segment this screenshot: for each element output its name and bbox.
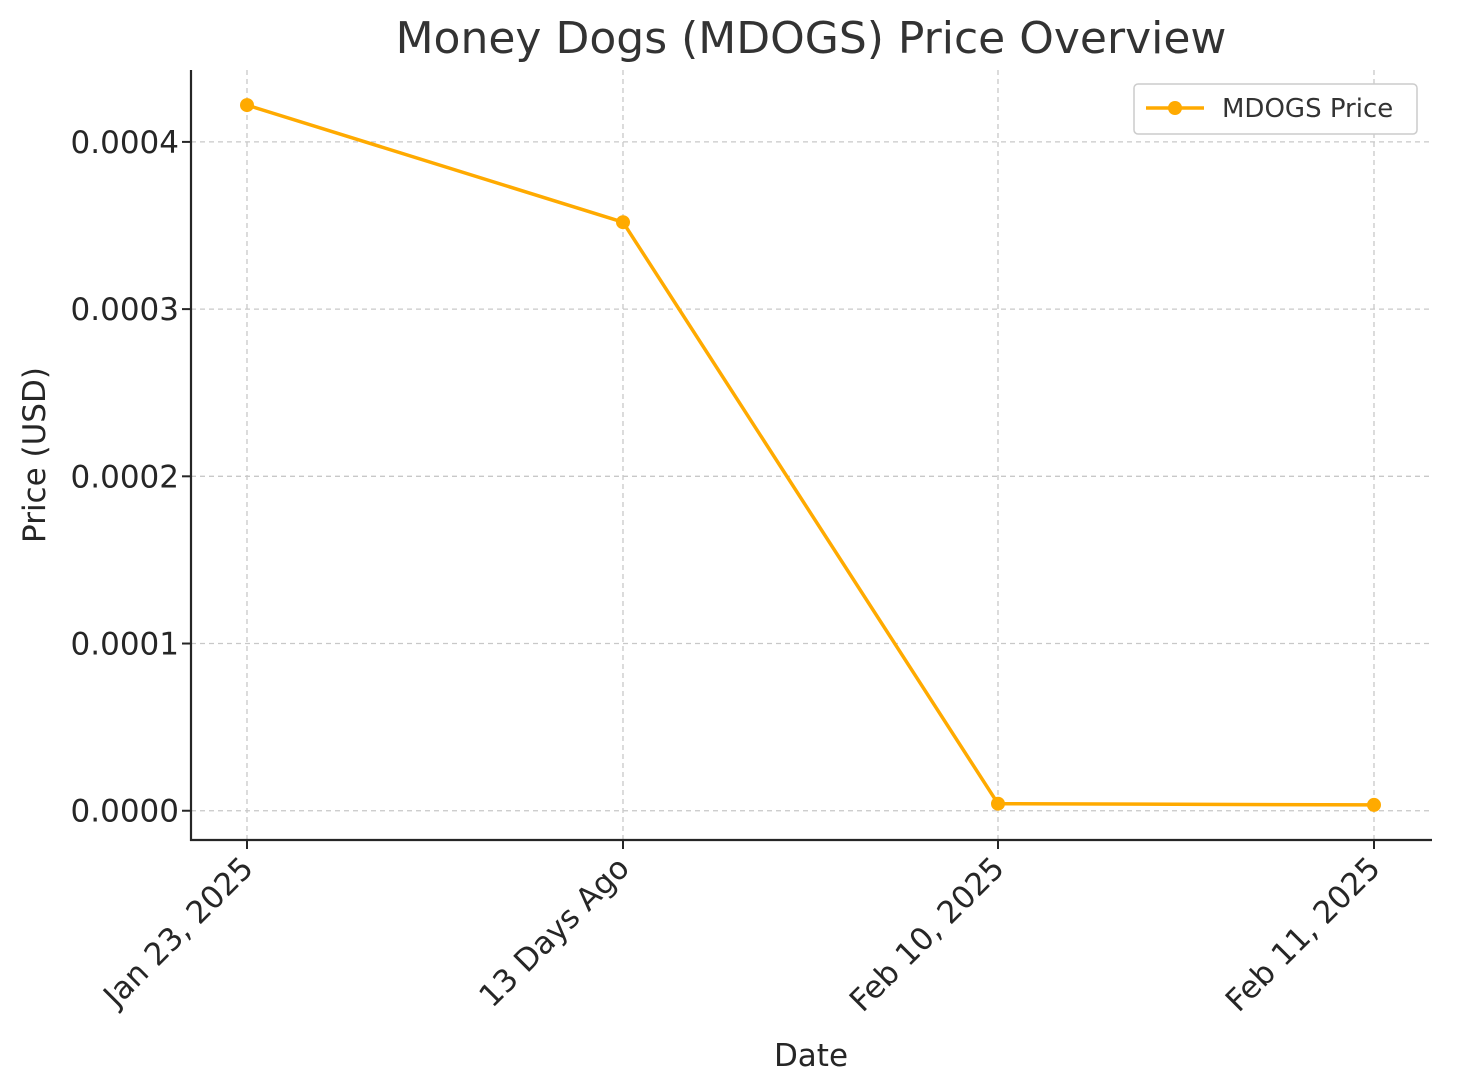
axes	[189, 70, 1432, 842]
x-axis-label: Date	[774, 1038, 848, 1074]
x-tick-label: Feb 10, 2025	[843, 850, 1012, 1019]
x-tick-label: 13 Days Ago	[472, 850, 636, 1014]
chart-title: Money Dogs (MDOGS) Price Overview	[396, 13, 1227, 64]
legend-box	[1133, 83, 1418, 135]
series	[240, 98, 1381, 812]
legend-marker	[1168, 101, 1182, 115]
y-ticks: 0.0000 0.0001 0.0002 0.0003 0.0004	[71, 125, 191, 830]
x-tick-label: Jan 23, 2025	[95, 850, 260, 1015]
y-tick-label: 0.0003	[71, 292, 179, 328]
x-ticks: Jan 23, 2025 13 Days Ago Feb 10, 2025 Feb 1…	[95, 840, 1388, 1019]
y-tick-label: 0.0001	[71, 627, 179, 663]
data-point	[1367, 797, 1381, 812]
x-tick-label: Feb 11, 2025	[1219, 850, 1388, 1019]
y-axis-label: Price (USD)	[17, 367, 53, 543]
grid	[191, 70, 1431, 840]
legend-label: MDOGS Price	[1222, 94, 1393, 124]
y-tick-label: 0.0004	[71, 125, 179, 161]
series-line	[246, 103, 1375, 807]
data-point	[991, 796, 1005, 811]
data-point	[616, 215, 630, 230]
y-tick-label: 0.0000	[71, 794, 179, 830]
y-tick-label: 0.0002	[71, 459, 179, 495]
data-point	[240, 98, 254, 113]
legend: MDOGS Price	[1133, 83, 1418, 135]
